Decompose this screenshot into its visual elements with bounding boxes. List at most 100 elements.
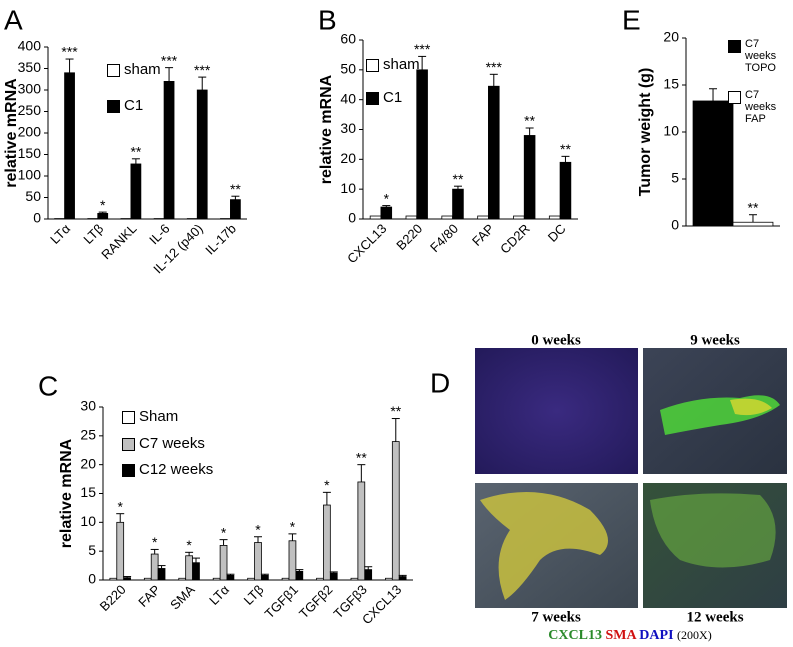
legend-swatch xyxy=(122,411,135,424)
significance-label: *** xyxy=(486,59,503,75)
legend-label: C1 xyxy=(383,89,403,106)
significance-label: ** xyxy=(130,144,141,160)
y-tick-label: 25 xyxy=(80,427,96,443)
bar xyxy=(692,100,734,227)
bar xyxy=(185,555,193,581)
x-tick-label: CXCL13 xyxy=(344,221,389,266)
panel-label: B xyxy=(318,4,337,35)
significance-label: ** xyxy=(453,171,464,187)
x-tick-label: LTα xyxy=(47,221,73,247)
panel-label: A xyxy=(4,4,23,35)
stain-label: DAPI xyxy=(639,628,673,643)
legend-swatch xyxy=(366,59,379,72)
legend-label: Sham xyxy=(139,408,179,425)
legend-label: C7 weeks TOPO xyxy=(745,38,777,75)
legend-entry: C1 xyxy=(366,89,403,107)
x-tick-label: LTβ xyxy=(241,582,267,608)
bar xyxy=(143,577,152,581)
legend-label: sham xyxy=(124,61,161,78)
y-tick-label: 0 xyxy=(671,217,679,233)
bar xyxy=(385,577,393,581)
x-tick-label: F4/80 xyxy=(427,221,461,255)
bar xyxy=(254,542,262,581)
panel-label: C xyxy=(38,370,58,401)
legend-entry: C7 weeks FAP xyxy=(728,89,780,125)
significance-label: ** xyxy=(390,403,401,419)
y-tick-label: 5 xyxy=(88,542,96,558)
y-tick-label: 150 xyxy=(18,145,42,161)
bar xyxy=(441,215,453,220)
bar xyxy=(316,577,324,581)
significance-label: *** xyxy=(61,44,78,60)
y-tick-label: 10 xyxy=(340,180,356,196)
y-tick-label: 10 xyxy=(663,123,679,139)
legend-entry: C1 xyxy=(107,97,144,115)
significance-label: ** xyxy=(356,449,367,465)
y-tick-label: 50 xyxy=(25,188,41,204)
bar xyxy=(261,574,269,581)
x-tick-label: TGFβ1 xyxy=(262,582,301,621)
legend-swatch xyxy=(728,91,741,104)
y-tick-label: 10 xyxy=(80,513,96,529)
legend-label: sham xyxy=(383,56,420,73)
legend-label: C7 weeks xyxy=(139,435,205,452)
bar xyxy=(130,163,142,220)
bar xyxy=(732,221,774,227)
image-caption: 7 weeks xyxy=(531,609,581,625)
y-tick-label: 250 xyxy=(18,102,42,118)
bar xyxy=(288,540,297,581)
legend-entry: sham xyxy=(366,56,420,74)
y-tick-label: 50 xyxy=(340,61,356,77)
bar xyxy=(350,577,359,581)
bar xyxy=(64,72,75,220)
bar xyxy=(405,215,418,220)
bar xyxy=(219,545,228,581)
bar xyxy=(559,161,572,220)
x-tick-label: IL-6 xyxy=(146,221,172,247)
bar xyxy=(281,577,290,581)
legend-entry: C7 weeks TOPO xyxy=(728,38,780,74)
y-tick-label: 200 xyxy=(18,124,42,140)
y-tick-label: 20 xyxy=(340,150,356,166)
significance-label: *** xyxy=(414,41,431,57)
y-tick-label: 5 xyxy=(671,170,679,186)
bar xyxy=(416,69,428,220)
bar xyxy=(380,206,393,220)
legend-entry: Sham xyxy=(122,408,179,426)
significance-label: ** xyxy=(524,113,535,129)
bar xyxy=(364,569,373,581)
x-tick-label: IL-17b xyxy=(202,221,239,258)
legend-swatch xyxy=(107,64,120,77)
significance-label: * xyxy=(290,519,296,535)
y-tick-label: 300 xyxy=(18,81,42,97)
significance-label: *** xyxy=(194,62,211,78)
significance-label: * xyxy=(186,537,192,553)
stain-legend: CXCL13 SMA DAPI (200X) xyxy=(548,628,711,643)
significance-label: * xyxy=(384,190,390,206)
bar xyxy=(157,568,166,581)
significance-label: *** xyxy=(161,52,178,68)
y-tick-label: 30 xyxy=(340,120,356,136)
x-tick-label: DC xyxy=(545,221,569,245)
stain-label: (200X) xyxy=(677,628,712,642)
y-tick-label: 0 xyxy=(88,571,96,587)
y-tick-label: 350 xyxy=(18,59,42,75)
y-tick-label: 20 xyxy=(663,29,679,45)
legend-label: C1 xyxy=(124,97,144,114)
y-tick-label: 400 xyxy=(18,38,42,54)
panel-label: E xyxy=(622,4,641,35)
significance-label: * xyxy=(100,197,106,213)
y-axis-title: relative mRNA xyxy=(318,74,335,184)
bar xyxy=(116,521,125,581)
y-tick-label: 15 xyxy=(663,76,679,92)
x-tick-label: FAP xyxy=(135,582,163,610)
legend-label: C12 weeks xyxy=(139,461,214,478)
bar xyxy=(123,577,131,581)
stain-label: SMA xyxy=(605,628,637,643)
significance-label: ** xyxy=(560,141,571,157)
legend-swatch xyxy=(366,92,379,105)
y-axis-title: relative mRNA xyxy=(3,78,20,188)
bar xyxy=(513,215,525,220)
x-tick-label: CD2R xyxy=(497,221,533,257)
